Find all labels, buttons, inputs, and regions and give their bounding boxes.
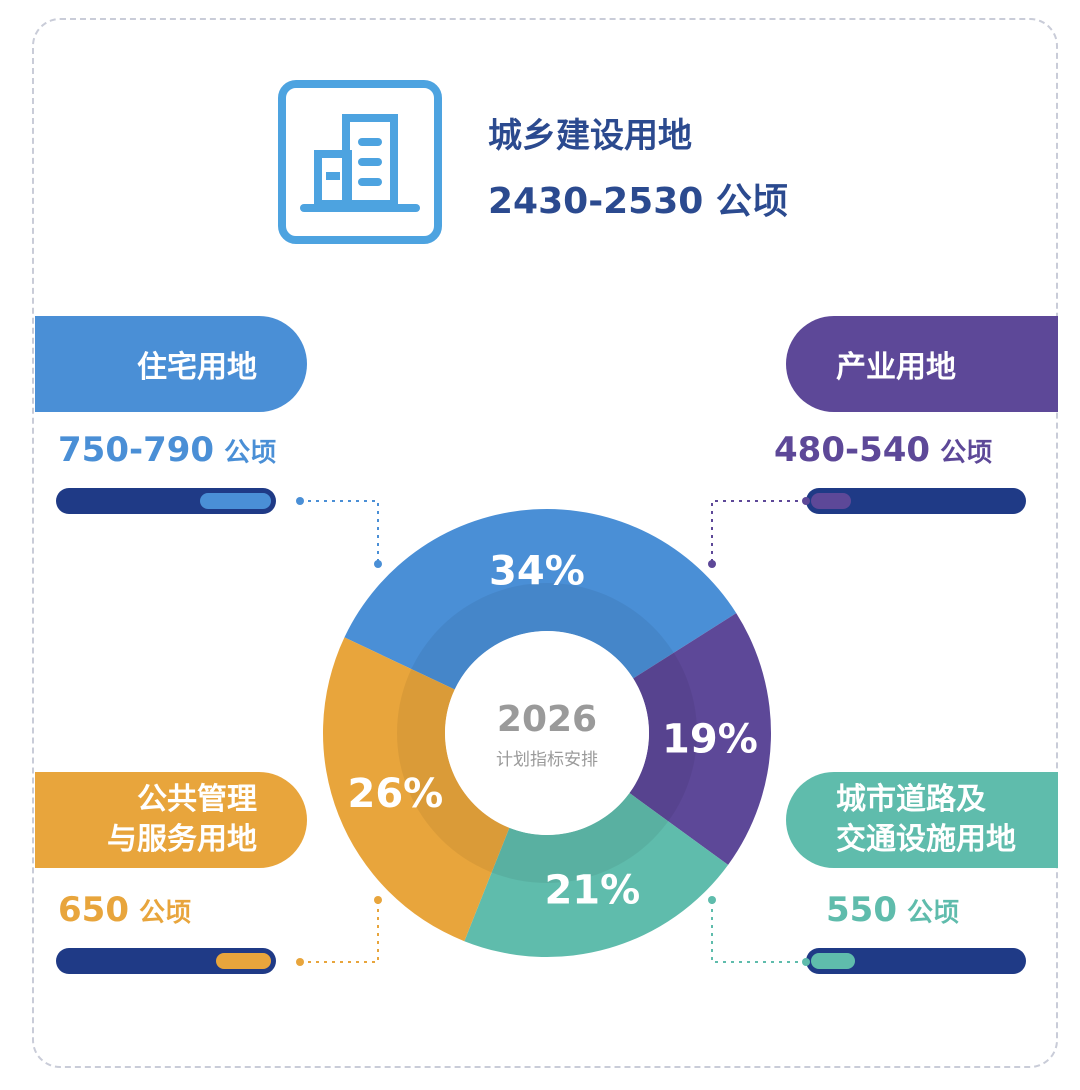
residential-area-unit: 公顷 [224,438,277,468]
industrial-area: 480-540 公顷 [774,430,992,470]
slice-public-label: 26% [348,771,444,817]
center-subtitle: 计划指标安排 [496,750,598,770]
public-area: 650 公顷 [58,890,191,930]
public-label-line-2: 与服务用地 [107,822,257,857]
public-bar [56,948,276,974]
slice-transport-label: 21% [544,868,640,914]
dashed-frame [32,18,1058,1068]
industrial-label: 产业用地 [836,350,956,385]
residential-bar [56,488,276,514]
donut-hole [445,631,649,835]
industrial-bar-fill [811,493,851,509]
public-label-line-1: 公共管理 [137,782,257,817]
residential-area-value: 750-790 [58,430,215,470]
residential-label-pill: 住宅用地 [35,316,307,412]
transport-area-value: 550 [826,890,897,930]
slice-residential-label: 34% [489,548,585,594]
industrial-label-pill: 产业用地 [786,316,1058,412]
industrial-bar [806,488,1026,514]
transport-bar [806,948,1026,974]
residential-bar-fill [200,493,271,509]
header-value: 2430-2530 公顷 [488,181,788,222]
slice-residential [344,509,737,690]
residential-label: 住宅用地 [137,350,257,385]
header-title: 城乡建设用地 [488,116,692,156]
slice-industrial [629,613,771,865]
donut-chart: 2026 计划指标安排 34% 19% 21% 26% [322,509,771,957]
industrial-area-unit: 公顷 [940,438,993,468]
public-bar-fill [216,953,271,969]
slice-industrial-label: 19% [662,716,758,762]
center-year: 2026 [497,699,597,740]
public-area-unit: 公顷 [138,898,191,928]
residential-area: 750-790 公顷 [58,430,276,470]
public-area-value: 650 [58,890,129,930]
building-icon [278,80,442,244]
transport-area: 550 公顷 [826,890,959,930]
transport-bar-fill [811,953,855,969]
industrial-area-value: 480-540 [774,430,931,470]
slice-transport [464,793,729,957]
slice-public [322,637,510,942]
transport-label-line-1: 城市道路及 [836,782,986,817]
public-label-pill: 公共管理 与服务用地 [35,772,307,868]
transport-area-unit: 公顷 [906,898,959,928]
transport-label-pill: 城市道路及 交通设施用地 [786,772,1058,868]
transport-label-line-2: 交通设施用地 [836,822,1016,857]
